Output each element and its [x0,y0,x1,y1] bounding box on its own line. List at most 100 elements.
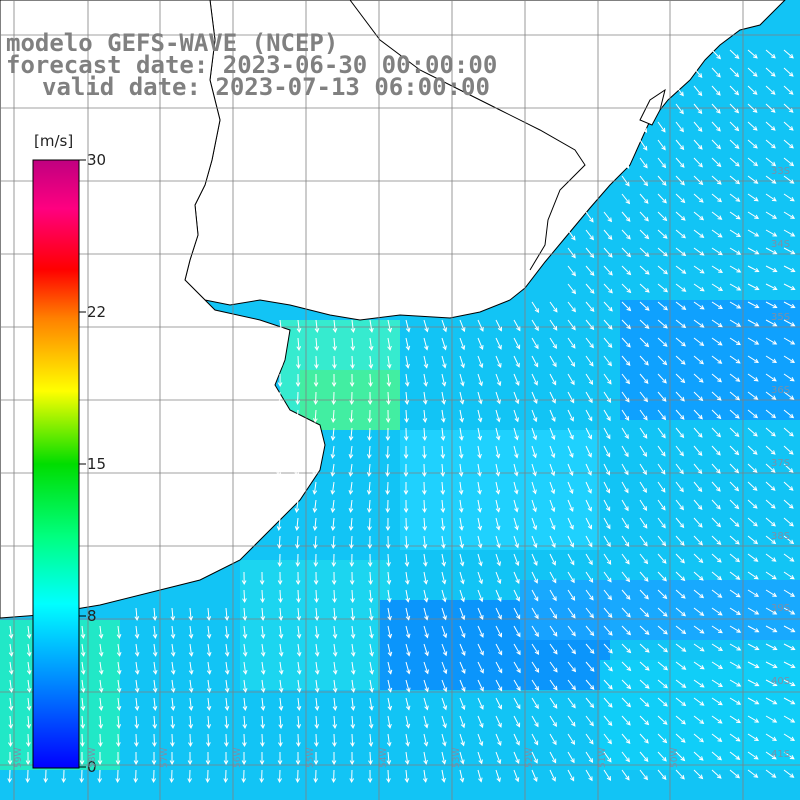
wind-arrow [657,463,666,475]
wind-arrow [603,445,611,458]
wind-arrow [567,211,576,223]
wind-arrow [585,553,593,566]
wind-arrow [387,697,393,711]
wind-arrow [621,571,631,583]
wind-arrow [585,481,592,494]
wind-arrow [765,103,776,113]
wind-arrow [495,607,502,620]
wind-arrow [403,481,409,496]
wind-arrow [747,625,760,633]
wind-arrow [549,319,558,331]
wind-arrow [765,607,778,615]
wind-arrow [387,337,392,351]
wind-arrow [441,553,446,567]
wind-arrow [639,607,650,618]
wind-arrow [531,715,539,728]
wind-arrow [188,697,194,711]
wind-arrow [711,49,722,60]
wind-arrow [296,319,302,333]
wind-arrow [729,679,742,687]
wind-arrow [657,697,668,707]
wind-arrow [675,589,686,599]
wind-arrow [729,589,741,598]
wind-arrow [765,661,778,669]
wind-arrow [729,355,741,364]
wind-arrow [603,373,612,385]
wind-arrow [477,391,483,405]
wind-arrow [693,67,703,78]
wind-arrow [729,517,740,527]
wind-arrow [513,355,520,368]
wind-arrow [549,445,556,459]
wind-arrow [657,229,668,239]
wind-arrow [747,553,759,562]
wind-arrow [405,643,411,657]
wind-arrow [747,157,759,167]
wind-arrow [549,661,558,673]
wind-arrow [422,535,428,549]
wind-arrow [332,733,337,748]
wind-arrow [79,769,85,784]
wind-arrow [657,769,667,780]
wind-arrow [603,553,612,565]
lon-label-51w: 51W [598,747,608,768]
wind-arrow [477,697,484,710]
wind-arrow [621,229,631,240]
wind-arrow [278,697,284,711]
wind-arrow [675,481,684,493]
wind-arrow [513,427,519,441]
wind-arrow [477,517,483,531]
wind-arrow [459,589,465,603]
wind-arrow [639,679,650,689]
wind-arrow [405,337,411,351]
wind-arrow [567,715,576,727]
wind-arrow [639,193,649,204]
wind-arrow [278,733,283,748]
wind-arrow [312,517,318,531]
wind-arrow [366,445,372,460]
wind-arrow [97,769,103,784]
wind-arrow [477,625,484,638]
wind-arrow [349,751,355,766]
wind-arrow [513,679,521,692]
wind-arrow [693,193,704,203]
wind-arrow [747,139,758,149]
wind-arrow [657,733,668,744]
wind-arrow [441,589,447,603]
wind-arrow [729,571,741,580]
wind-arrow [603,355,612,367]
wind-arrow [783,67,794,77]
wind-arrow [603,427,611,440]
wind-arrow [567,661,577,673]
wind-arrow [711,535,722,546]
wind-arrow [367,769,373,784]
wind-arrow [585,265,595,276]
lon-label-53w: 53W [452,747,462,768]
wind-arrow [404,409,409,424]
wind-arrow [7,769,13,784]
wind-arrow [765,535,777,545]
wind-arrow [332,679,338,693]
wind-arrow [116,697,122,711]
wind-arrow [693,427,703,438]
wind-arrow [729,103,740,114]
wind-arrow [260,733,265,748]
wind-arrow [332,625,338,639]
wind-arrow [729,85,740,96]
wind-arrow [260,715,266,729]
wind-arrow [783,733,796,741]
wind-arrow [386,373,392,387]
wind-arrow [639,463,647,476]
wind-arrow [405,679,411,693]
wind-arrow [98,643,104,657]
wind-arrow [295,553,301,568]
wind-arrow [423,571,428,585]
wind-arrow [765,319,778,327]
wind-arrow [693,49,703,60]
wind-arrow [421,481,427,496]
wind-arrow [783,535,795,545]
wind-arrow [711,121,721,132]
wind-arrow [241,769,247,784]
wind-arrow [729,643,742,651]
wind-arrow [567,427,574,440]
